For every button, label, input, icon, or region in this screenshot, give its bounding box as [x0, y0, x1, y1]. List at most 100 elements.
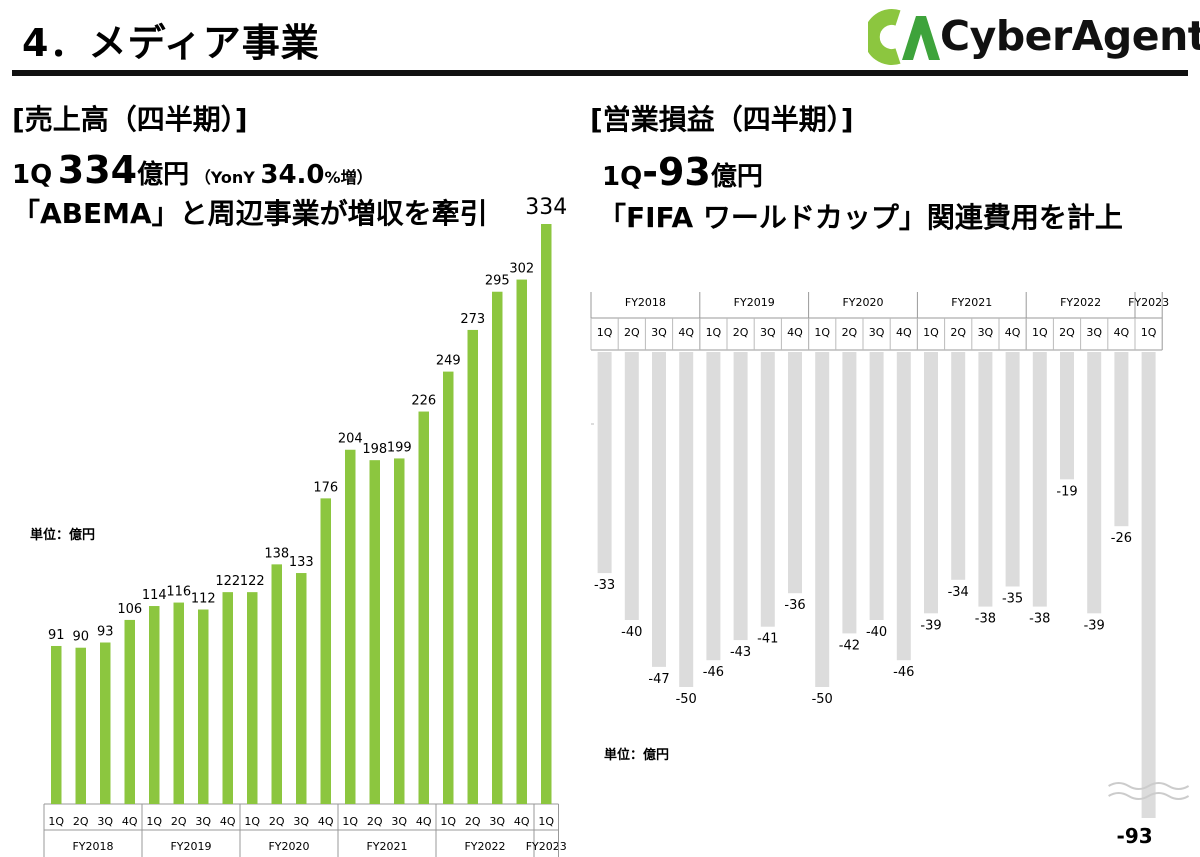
fiscal-year-label: FY2021: [366, 840, 407, 853]
quarter-tick-label: 4Q: [514, 815, 530, 828]
operating-profit-bar: [1060, 352, 1074, 480]
operating-profit-value-label: -93: [1117, 824, 1153, 848]
fiscal-year-label: FY2023: [1128, 296, 1169, 309]
quarter-tick-label: 3Q: [489, 815, 505, 828]
revenue-value-label: 93: [97, 625, 114, 640]
revenue-value-label: 122: [240, 574, 265, 589]
fiscal-year-label: FY2020: [842, 296, 883, 309]
fiscal-year-label: FY2018: [625, 296, 666, 309]
quarter-tick-label: 2Q: [367, 815, 383, 828]
quarter-tick-label: 2Q: [733, 326, 749, 339]
operating-profit-bar: [951, 352, 966, 580]
operating-profit-bar: [869, 352, 884, 620]
operating-profit-bar: [924, 352, 938, 614]
revenue-bar: [247, 592, 258, 804]
operating-profit-bar: [652, 352, 666, 667]
revenue-bar: [149, 606, 160, 804]
quarter-tick-label: 1Q: [923, 326, 939, 339]
header-rule: [12, 70, 1188, 76]
quarter-tick-label: 4Q: [318, 815, 334, 828]
revenue-bar: [198, 609, 209, 804]
quarter-tick-label: 4Q: [787, 326, 803, 339]
revenue-bar: [443, 371, 454, 804]
revenue-value-label: 122: [215, 574, 240, 589]
revenue-value-label: 176: [313, 480, 338, 495]
quarter-tick-label: 2Q: [842, 326, 858, 339]
quarter-tick-label: 1Q: [706, 326, 722, 339]
fiscal-year-label: FY2018: [72, 840, 113, 853]
revenue-value-label: 133: [289, 555, 314, 570]
quarter-tick-label: 1Q: [342, 815, 358, 828]
operating-profit-value-label: -26: [1111, 531, 1132, 546]
quarter-tick-label: 1Q: [538, 815, 554, 828]
operating-profit-value-label: -43: [730, 645, 751, 660]
revenue-bar: [124, 619, 135, 804]
quarter-tick-label: 3Q: [391, 815, 407, 828]
fiscal-year-label: FY2021: [951, 296, 992, 309]
revenue-bar: [100, 642, 111, 804]
logo-wordmark: CyberAgent: [940, 12, 1200, 60]
operating-profit-value-label: -36: [784, 598, 805, 613]
operating-profit-bar: [706, 352, 721, 661]
quarter-tick-label: 2Q: [1059, 326, 1075, 339]
quarter-tick-label: 3Q: [97, 815, 113, 828]
operating-profit-bar: [679, 352, 694, 687]
quarter-tick-label: 1Q: [1032, 326, 1048, 339]
revenue-bar: [541, 224, 552, 804]
operating-profit-value-label: -50: [676, 692, 697, 707]
quarter-tick-label: 3Q: [978, 326, 994, 339]
quarter-tick-label: 1Q: [48, 815, 64, 828]
revenue-value-label: 91: [48, 628, 65, 643]
quarter-tick-label: 1Q: [146, 815, 162, 828]
left-section-title: [売上高（四半期）]: [12, 103, 248, 136]
quarter-tick-label: 3Q: [651, 326, 667, 339]
quarter-tick-label: 1Q: [814, 326, 830, 339]
right-headline-value: -93: [642, 150, 711, 194]
quarter-tick-label: 4Q: [122, 815, 138, 828]
operating-profit-value-label: -46: [703, 665, 724, 680]
operating-profit-value-label: -33: [594, 578, 615, 593]
revenue-value-label: 116: [166, 585, 191, 600]
operating-profit-value-label: -40: [621, 625, 642, 640]
operating-profit-value-label: -41: [757, 632, 778, 647]
quarter-tick-label: 4Q: [896, 326, 912, 339]
operating-profit-bar: [1005, 352, 1020, 587]
fiscal-year-label: FY2019: [734, 296, 775, 309]
revenue-value-label: 199: [387, 440, 412, 455]
quarter-tick-label: 2Q: [950, 326, 966, 339]
left-headline-pct-suffix: %増）: [324, 168, 373, 187]
fiscal-year-label: FY2020: [268, 840, 309, 853]
quarter-tick-label: 3Q: [195, 815, 211, 828]
operating-profit-bar: [624, 352, 639, 620]
revenue-value-label: 106: [117, 602, 142, 617]
operating-profit-value-label: -35: [1002, 592, 1023, 607]
revenue-bar: [173, 602, 184, 804]
revenue-value-label: 138: [264, 546, 289, 561]
left-headline-unit: 億円: [137, 160, 190, 190]
operating-profit-bar: [1087, 352, 1102, 614]
fiscal-year-label: FY2022: [1060, 296, 1101, 309]
quarter-tick-label: 4Q: [1005, 326, 1021, 339]
left-headline-pct: 34.0: [260, 160, 325, 190]
revenue-bar: [51, 645, 62, 804]
quarter-tick-label: 4Q: [416, 815, 432, 828]
right-unit-label: 単位：億円: [604, 748, 670, 763]
operating-profit-bar: [842, 352, 857, 634]
quarter-tick-label: 3Q: [293, 815, 309, 828]
revenue-bar: [222, 592, 233, 804]
revenue-bar: [394, 458, 405, 804]
left-headline-paren: （YonY: [194, 168, 255, 187]
operating-profit-value-label: -46: [893, 665, 914, 680]
revenue-value-label: 204: [338, 432, 363, 447]
fiscal-year-label: FY2022: [464, 840, 505, 853]
quarter-tick-label: 4Q: [678, 326, 694, 339]
left-unit-label: 単位：億円: [30, 528, 96, 543]
quarter-tick-label: 2Q: [73, 815, 89, 828]
quarter-tick-label: 3Q: [760, 326, 776, 339]
axis-break-mark: [1108, 782, 1190, 790]
quarter-tick-label: 1Q: [440, 815, 456, 828]
operating-profit-bar: [978, 352, 993, 607]
operating-profit-bar: [597, 352, 612, 574]
revenue-value-label: 273: [460, 312, 485, 327]
revenue-value-label: 90: [72, 630, 89, 645]
